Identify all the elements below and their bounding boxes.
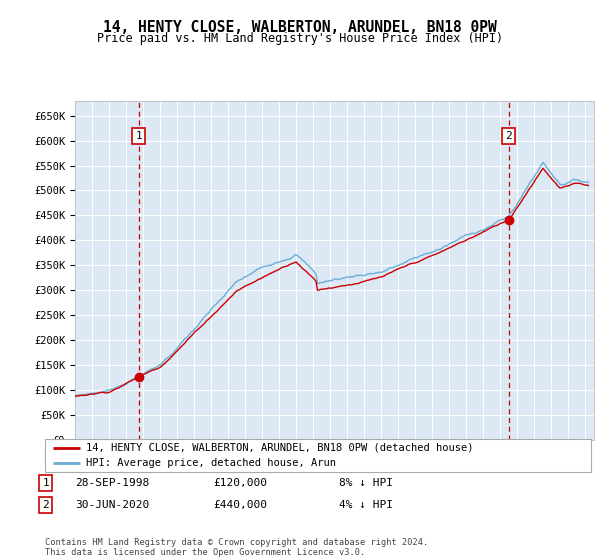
Text: 1: 1 bbox=[42, 478, 49, 488]
Text: 28-SEP-1998: 28-SEP-1998 bbox=[75, 478, 149, 488]
Text: 30-JUN-2020: 30-JUN-2020 bbox=[75, 500, 149, 510]
Text: HPI: Average price, detached house, Arun: HPI: Average price, detached house, Arun bbox=[86, 459, 336, 468]
Text: 8% ↓ HPI: 8% ↓ HPI bbox=[339, 478, 393, 488]
Text: 2: 2 bbox=[505, 132, 512, 141]
Text: £440,000: £440,000 bbox=[213, 500, 267, 510]
Text: 1: 1 bbox=[136, 132, 142, 141]
Text: 4% ↓ HPI: 4% ↓ HPI bbox=[339, 500, 393, 510]
Text: Price paid vs. HM Land Registry's House Price Index (HPI): Price paid vs. HM Land Registry's House … bbox=[97, 32, 503, 45]
Text: Contains HM Land Registry data © Crown copyright and database right 2024.
This d: Contains HM Land Registry data © Crown c… bbox=[45, 538, 428, 557]
Text: £120,000: £120,000 bbox=[213, 478, 267, 488]
Text: 2: 2 bbox=[42, 500, 49, 510]
Text: 14, HENTY CLOSE, WALBERTON, ARUNDEL, BN18 0PW (detached house): 14, HENTY CLOSE, WALBERTON, ARUNDEL, BN1… bbox=[86, 443, 473, 453]
Text: 14, HENTY CLOSE, WALBERTON, ARUNDEL, BN18 0PW: 14, HENTY CLOSE, WALBERTON, ARUNDEL, BN1… bbox=[103, 20, 497, 35]
